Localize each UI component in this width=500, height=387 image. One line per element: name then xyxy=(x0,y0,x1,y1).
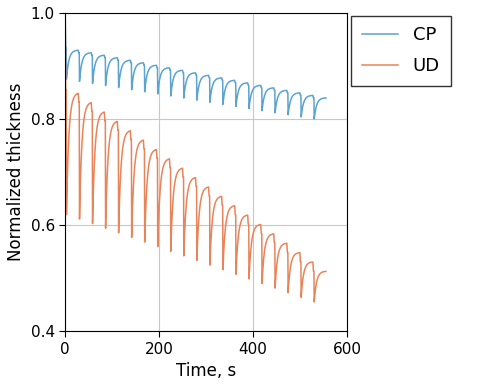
CP xyxy=(252,85,258,90)
UD xyxy=(213,199,219,204)
UD xyxy=(62,10,68,15)
Y-axis label: Normalized thickness: Normalized thickness xyxy=(7,83,25,261)
UD xyxy=(252,228,258,232)
UD xyxy=(323,269,329,274)
UD xyxy=(75,91,81,96)
CP xyxy=(323,96,329,100)
UD xyxy=(202,186,208,191)
X-axis label: Time, s: Time, s xyxy=(176,362,236,380)
Line: CP: CP xyxy=(65,13,326,119)
CP xyxy=(62,10,68,15)
CP xyxy=(75,48,81,53)
UD xyxy=(204,185,210,190)
CP xyxy=(202,74,208,78)
Legend: CP, UD: CP, UD xyxy=(352,15,451,86)
Line: UD: UD xyxy=(65,13,326,302)
CP xyxy=(204,73,210,78)
UD xyxy=(311,300,317,304)
CP xyxy=(311,116,317,121)
CP xyxy=(237,84,243,89)
CP xyxy=(213,77,219,82)
UD xyxy=(237,223,243,227)
